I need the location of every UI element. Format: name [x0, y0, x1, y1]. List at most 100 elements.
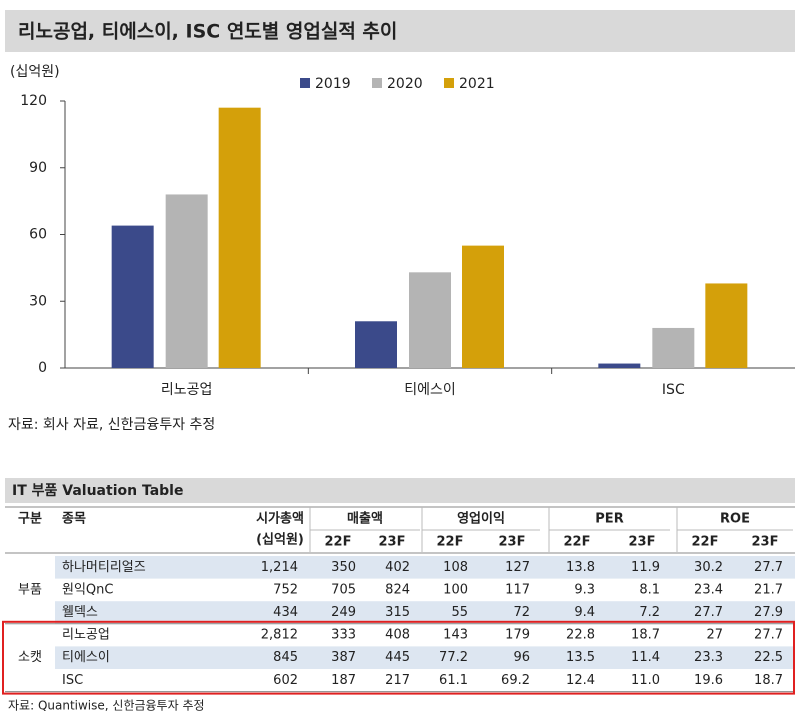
- table-cell: 13.8: [566, 560, 595, 575]
- table-cell: 8.1: [639, 582, 660, 597]
- table-cell: 179: [505, 628, 530, 643]
- table-cell: 249: [331, 605, 356, 620]
- legend-label: 2021: [459, 76, 495, 92]
- table-cell: 315: [385, 605, 410, 620]
- table-header: 23F: [499, 535, 526, 550]
- table-cell: 하나머티리얼즈: [62, 560, 146, 575]
- table-header: 22F: [692, 535, 719, 550]
- table-cell: 187: [331, 673, 356, 688]
- table-header: 23F: [629, 535, 656, 550]
- table-cell: 96: [513, 650, 530, 665]
- table-cell: 27: [706, 628, 723, 643]
- table-cell: 12.4: [566, 673, 595, 688]
- table-source: 자료: Quantiwise, 신한금융투자 추정: [8, 699, 205, 713]
- y-tick-label: 30: [29, 293, 47, 309]
- table-cell: 11.9: [631, 560, 660, 575]
- table-header: (십억원): [256, 532, 304, 548]
- table-cell: 11.0: [631, 673, 660, 688]
- table-cell: 27.7: [694, 605, 723, 620]
- bar: [218, 107, 261, 369]
- table-cell: 1,214: [261, 560, 298, 575]
- table-header: 영업이익: [457, 511, 505, 527]
- table-cell: 티에스이: [62, 650, 110, 665]
- table-cell: 402: [385, 560, 410, 575]
- table-cell: 13.5: [566, 650, 595, 665]
- table-cell: 333: [331, 628, 356, 643]
- table-cell: 387: [331, 650, 356, 665]
- table-cell: 350: [331, 560, 356, 575]
- bar: [598, 363, 641, 368]
- table-cell: 18.7: [631, 628, 660, 643]
- table-cell: 27.7: [754, 628, 783, 643]
- y-tick-label: 90: [29, 160, 47, 176]
- table-cell: 18.7: [754, 673, 783, 688]
- table-cell: 7.2: [639, 605, 660, 620]
- table-cell: 27.7: [754, 560, 783, 575]
- table-cell: 2,812: [261, 628, 298, 643]
- table-cell: 100: [443, 582, 468, 597]
- table-cell: 9.3: [574, 582, 595, 597]
- bar: [462, 245, 504, 368]
- table-header: 23F: [752, 535, 779, 550]
- table-cell: 408: [385, 628, 410, 643]
- bar: [409, 272, 451, 368]
- table-cell: 9.4: [574, 605, 595, 620]
- table-row-bg: [55, 556, 795, 579]
- legend-label: 2019: [315, 76, 351, 92]
- bar: [652, 327, 695, 368]
- chart-source: 자료: 회사 자료, 신한금융투자 추정: [8, 417, 215, 433]
- highlight-box: [2, 620, 795, 695]
- table-header: 22F: [564, 535, 591, 550]
- table-cell: 19.6: [694, 673, 723, 688]
- x-tick-label: ISC: [662, 382, 685, 398]
- table-row-bg: [55, 646, 795, 669]
- table-cell: 웰덱스: [62, 605, 98, 620]
- table-cell: 602: [273, 673, 298, 688]
- table-cell: 824: [385, 582, 410, 597]
- table-header: 종목: [62, 512, 86, 527]
- bar: [111, 225, 154, 368]
- table-cell: 752: [273, 582, 298, 597]
- table-cell: 22.5: [754, 650, 783, 665]
- table-header: ROE: [720, 512, 750, 527]
- table-cell: 30.2: [694, 560, 723, 575]
- table-cell: 77.2: [439, 650, 468, 665]
- table-header: PER: [595, 512, 623, 527]
- chart-title: 리노공업, 티에스이, ISC 연도별 영업실적 추이: [18, 21, 397, 43]
- table-cell: 117: [505, 582, 530, 597]
- bar: [165, 194, 208, 368]
- table-cell: 127: [505, 560, 530, 575]
- table-cell: 72: [513, 605, 530, 620]
- table-header: 22F: [437, 535, 464, 550]
- table-cell: 143: [443, 628, 468, 643]
- table-cell: 845: [273, 650, 298, 665]
- x-tick-label: 티에스이: [404, 382, 456, 398]
- bar: [355, 321, 397, 368]
- table-group: 소캣: [18, 650, 42, 665]
- table-cell: 27.9: [754, 605, 783, 620]
- table-title-bar: [5, 478, 795, 503]
- table-group: 부품: [18, 582, 42, 597]
- y-tick-label: 60: [29, 227, 47, 243]
- table-cell: 원익QnC: [62, 582, 113, 597]
- table-cell: 23.3: [694, 650, 723, 665]
- legend-swatch: [444, 78, 454, 88]
- table-cell: 445: [385, 650, 410, 665]
- table-cell: 55: [451, 605, 468, 620]
- table-header: 22F: [325, 535, 352, 550]
- table-header: 구분: [18, 512, 42, 527]
- table-cell: 23.4: [694, 582, 723, 597]
- table-cell: 69.2: [501, 673, 530, 688]
- legend-swatch: [300, 78, 310, 88]
- legend-swatch: [372, 78, 382, 88]
- table-cell: 434: [273, 605, 298, 620]
- table-header: 시가총액: [256, 511, 304, 527]
- x-tick-label: 리노공업: [161, 382, 213, 398]
- table-cell: 22.8: [566, 628, 595, 643]
- title-bar: [5, 10, 795, 52]
- table-title: IT 부품 Valuation Table: [12, 483, 183, 499]
- table-row-bg: [55, 601, 795, 624]
- table-cell: 11.4: [631, 650, 660, 665]
- table-cell: 108: [443, 560, 468, 575]
